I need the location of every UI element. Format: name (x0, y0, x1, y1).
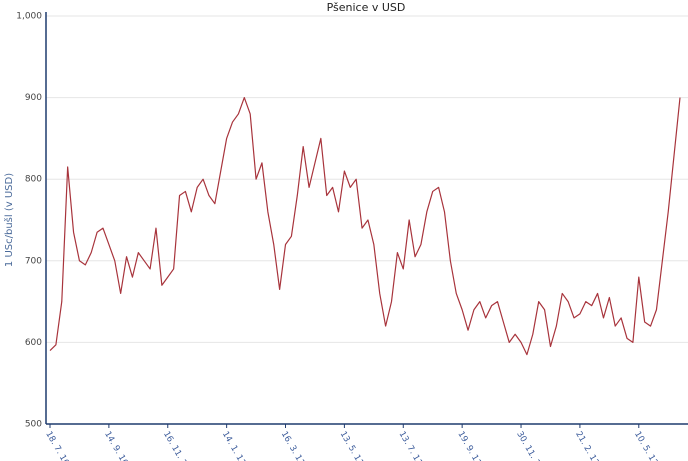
x-tick-label: 14. 9. 10 (102, 430, 130, 461)
data-line (49, 97, 681, 356)
x-tick-label: 16. 3. 11 (279, 430, 307, 461)
x-tick-label: 19. 9. 11 (455, 430, 483, 461)
y-tick-label: 600 (25, 338, 42, 348)
x-tick-label: 14. 1. 11 (220, 430, 248, 461)
x-tick-label: 13. 5. 11 (338, 430, 366, 461)
y-axis-label: 1 USc/bušl (v USD) (3, 173, 15, 267)
x-tick-label: 10. 5. 12 (632, 430, 660, 461)
y-tick-label: 700 (25, 256, 42, 266)
x-tick-label: 18. 7. 10 (43, 430, 71, 461)
y-tick-label: 500 (25, 420, 42, 430)
x-tick-label: 16. 11. 10 (161, 430, 191, 461)
x-tick-label: 21. 2. 12 (573, 430, 601, 461)
x-tick-label: 30. 11. 11 (514, 430, 544, 461)
y-tick-label: 1,000 (16, 12, 42, 22)
x-tick-label: 13. 7. 11 (397, 430, 425, 461)
y-tick-label: 900 (25, 93, 42, 103)
y-tick-label: 800 (25, 175, 42, 185)
chart-title: Pšenice v USD (327, 1, 406, 14)
